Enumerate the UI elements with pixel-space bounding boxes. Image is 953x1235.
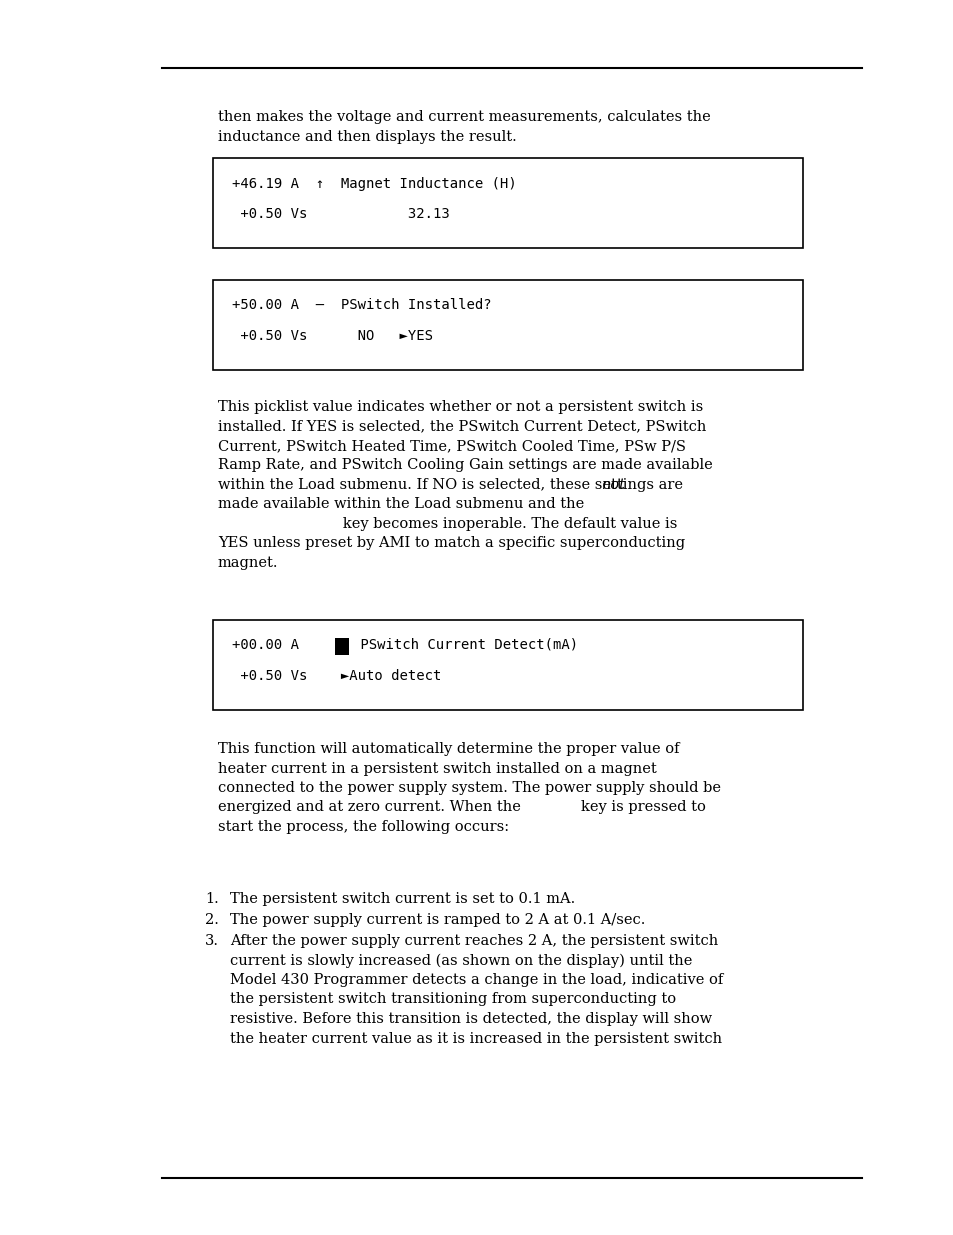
Text: This function will automatically determine the proper value of: This function will automatically determi…	[218, 742, 679, 756]
Bar	[213, 620, 802, 710]
Text: the heater current value as it is increased in the persistent switch: the heater current value as it is increa…	[230, 1031, 721, 1046]
Text: YES unless preset by AMI to match a specific superconducting: YES unless preset by AMI to match a spec…	[218, 536, 684, 551]
Text: energized and at zero current. When the             key is pressed to: energized and at zero current. When the …	[218, 800, 705, 815]
Text: +46.19 A  ↑  Magnet Inductance (H): +46.19 A ↑ Magnet Inductance (H)	[232, 177, 517, 191]
Bar	[213, 158, 802, 248]
Text: magnet.: magnet.	[218, 556, 278, 571]
Text: After the power supply current reaches 2 A, the persistent switch: After the power supply current reaches 2…	[230, 934, 718, 948]
Text: The persistent switch current is set to 0.1 mA.: The persistent switch current is set to …	[230, 892, 575, 906]
Text: not: not	[601, 478, 625, 492]
Text: key becomes inoperable. The default value is: key becomes inoperable. The default valu…	[218, 517, 677, 531]
Text: within the Load submenu. If NO is selected, these settings are: within the Load submenu. If NO is select…	[218, 478, 687, 492]
Text: PSwitch Current Detect(mA): PSwitch Current Detect(mA)	[352, 638, 578, 652]
Text: heater current in a persistent switch installed on a magnet: heater current in a persistent switch in…	[218, 762, 656, 776]
Text: +00.00 A: +00.00 A	[232, 638, 307, 652]
Text: 2.: 2.	[205, 913, 218, 927]
Text: Model 430 Programmer detects a change in the load, indicative of: Model 430 Programmer detects a change in…	[230, 973, 722, 987]
Text: resistive. Before this transition is detected, the display will show: resistive. Before this transition is det…	[230, 1011, 711, 1026]
Bar	[213, 280, 802, 370]
Text: inductance and then displays the result.: inductance and then displays the result.	[218, 130, 517, 143]
Text: This picklist value indicates whether or not a persistent switch is: This picklist value indicates whether or…	[218, 400, 702, 414]
Text: the persistent switch transitioning from superconducting to: the persistent switch transitioning from…	[230, 993, 676, 1007]
Text: 1.: 1.	[205, 892, 218, 906]
Text: Current, PSwitch Heated Time, PSwitch Cooled Time, PSw P/S: Current, PSwitch Heated Time, PSwitch Co…	[218, 438, 685, 453]
Text: start the process, the following occurs:: start the process, the following occurs:	[218, 820, 509, 834]
Text: connected to the power supply system. The power supply should be: connected to the power supply system. Th…	[218, 781, 720, 795]
Text: current is slowly increased (as shown on the display) until the: current is slowly increased (as shown on…	[230, 953, 692, 968]
Text: +50.00 A  –  PSwitch Installed?: +50.00 A – PSwitch Installed?	[232, 298, 491, 312]
Text: Ramp Rate, and PSwitch Cooling Gain settings are made available: Ramp Rate, and PSwitch Cooling Gain sett…	[218, 458, 712, 473]
Text: +0.50 Vs            32.13: +0.50 Vs 32.13	[232, 207, 449, 221]
Text: then makes the voltage and current measurements, calculates the: then makes the voltage and current measu…	[218, 110, 710, 124]
Text: installed. If YES is selected, the PSwitch Current Detect, PSwitch: installed. If YES is selected, the PSwit…	[218, 420, 705, 433]
Text: The power supply current is ramped to 2 A at 0.1 A/sec.: The power supply current is ramped to 2 …	[230, 913, 644, 927]
Text: 3.: 3.	[205, 934, 219, 948]
Text: made available within the Load submenu and the: made available within the Load submenu a…	[218, 498, 583, 511]
Text: +0.50 Vs    ►Auto detect: +0.50 Vs ►Auto detect	[232, 669, 441, 683]
Bar	[335, 638, 349, 655]
Text: +0.50 Vs      NO   ►YES: +0.50 Vs NO ►YES	[232, 329, 433, 343]
